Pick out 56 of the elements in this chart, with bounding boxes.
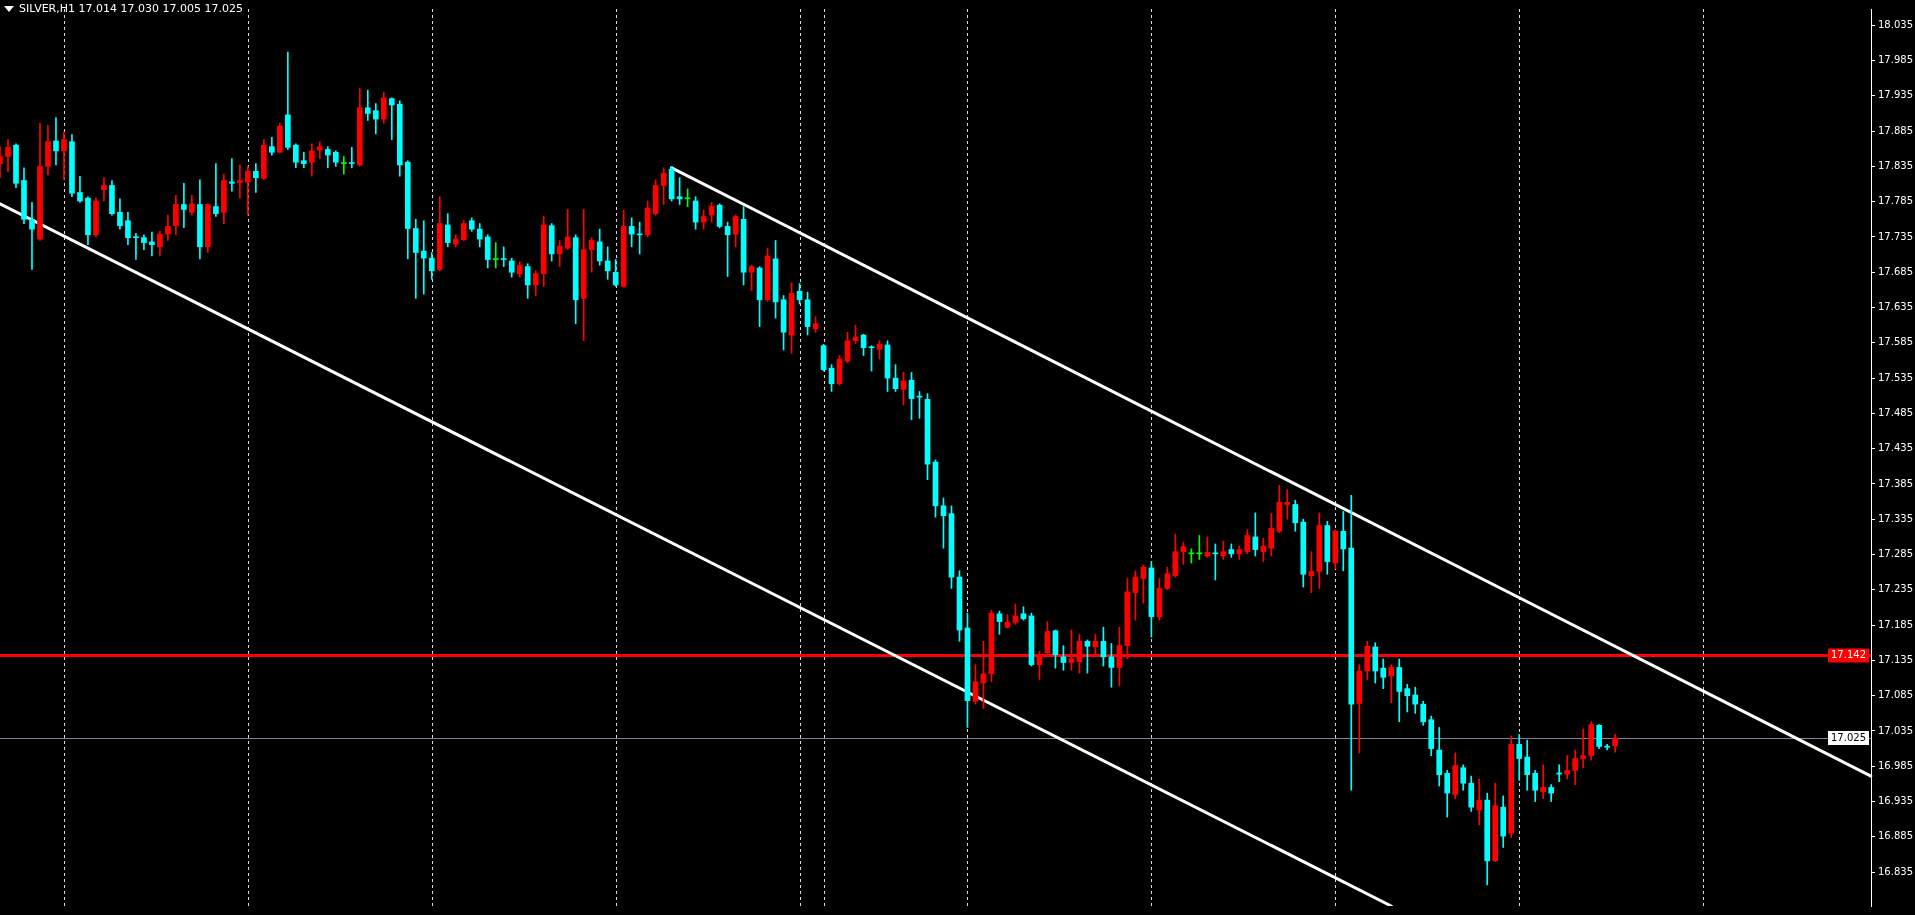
y-tick-label: 17.435	[1878, 442, 1913, 454]
candlestick	[53, 117, 59, 166]
y-tick-label: 17.735	[1878, 230, 1913, 242]
candlestick	[1388, 664, 1395, 704]
ref-line-label: 17.142	[1831, 649, 1867, 661]
y-tick-label: 17.685	[1878, 265, 1913, 277]
y-tick-label: 17.985	[1878, 54, 1913, 66]
y-tick-label: 17.185	[1878, 618, 1913, 630]
candlestick	[492, 242, 499, 269]
candlestick	[133, 233, 139, 260]
y-tick-label: 17.285	[1878, 548, 1913, 560]
candlestick	[101, 177, 107, 202]
y-tick-label: 16.885	[1878, 830, 1913, 842]
candlestick	[229, 158, 235, 192]
candlestick	[149, 231, 155, 257]
candlestick	[1540, 764, 1547, 800]
candlestick	[1260, 537, 1267, 562]
candlestick	[317, 141, 323, 159]
candlestick	[340, 156, 347, 175]
y-tick-label: 17.635	[1878, 301, 1913, 313]
candlestick	[1308, 551, 1315, 593]
y-tick-label: 16.935	[1878, 795, 1913, 807]
y-tick-label: 17.935	[1878, 89, 1913, 101]
y-tick-label: 16.835	[1878, 865, 1913, 877]
y-tick-label: 17.535	[1878, 371, 1913, 383]
y-tick-label: 17.235	[1878, 583, 1913, 595]
y-tick-label: 17.835	[1878, 159, 1913, 171]
candlestick	[29, 202, 35, 270]
candlestick	[1476, 778, 1483, 826]
candlestick	[181, 182, 187, 229]
y-tick-label: 17.485	[1878, 406, 1913, 418]
candlestick	[388, 97, 395, 140]
candlestick	[237, 164, 243, 199]
y-tick-label: 17.085	[1878, 689, 1913, 701]
candlestick	[213, 163, 219, 217]
candlestick	[1284, 489, 1291, 520]
candlestick	[245, 166, 251, 216]
y-tick-label: 17.885	[1878, 124, 1913, 136]
candlestick	[1580, 728, 1586, 768]
chart-title: SILVER,H1 17.014 17.030 17.005 17.025	[19, 2, 243, 15]
candlestick	[348, 147, 355, 169]
candlestick	[1564, 755, 1570, 780]
candlestick	[364, 89, 371, 121]
candlestick	[500, 246, 507, 267]
y-tick-label: 17.335	[1878, 512, 1913, 524]
y-tick-label: 17.585	[1878, 336, 1913, 348]
y-tick-label: 18.035	[1878, 18, 1913, 30]
y-tick-label: 17.385	[1878, 477, 1913, 489]
y-tick-label: 17.785	[1878, 195, 1913, 207]
candlestick	[420, 220, 427, 295]
candlestick	[61, 131, 67, 181]
candlestick	[253, 163, 259, 193]
y-tick-label: 17.135	[1878, 653, 1913, 665]
ref-line-label: 17.025	[1831, 731, 1867, 743]
y-tick-label: 16.985	[1878, 759, 1913, 771]
y-tick-label: 17.035	[1878, 724, 1913, 736]
